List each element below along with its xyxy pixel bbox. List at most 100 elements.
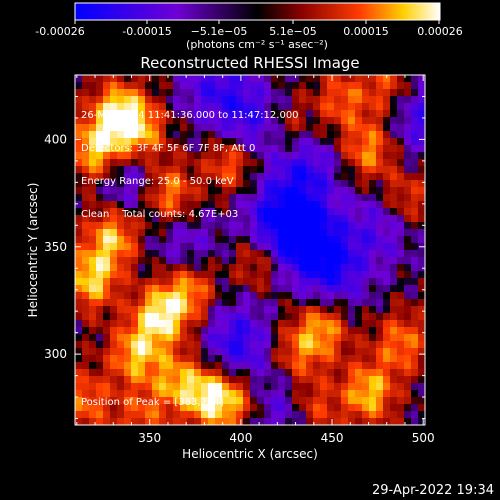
heatmap-cell xyxy=(306,341,314,349)
heatmap-cell xyxy=(383,166,391,174)
heatmap-cell xyxy=(341,327,349,335)
heatmap-cell xyxy=(215,152,223,160)
heatmap-cell xyxy=(208,180,216,188)
heatmap-cell xyxy=(152,117,160,125)
heatmap-cell xyxy=(243,166,251,174)
heatmap-cell xyxy=(236,250,244,258)
heatmap-cell xyxy=(292,320,300,328)
heatmap-cell xyxy=(397,250,405,258)
heatmap-cell xyxy=(180,236,188,244)
heatmap-cell xyxy=(362,187,370,195)
heatmap-cell xyxy=(208,159,216,167)
heatmap-cell xyxy=(334,278,342,286)
heatmap-cell xyxy=(166,383,174,391)
heatmap-cell xyxy=(299,376,307,384)
heatmap-cell xyxy=(341,250,349,258)
heatmap-cell xyxy=(404,320,412,328)
heatmap-cell xyxy=(285,341,293,349)
heatmap-cell xyxy=(124,299,132,307)
heatmap-cell xyxy=(397,180,405,188)
heatmap-cell xyxy=(152,320,160,328)
heatmap-cell xyxy=(215,355,223,363)
heatmap-cell xyxy=(145,180,153,188)
heatmap-cell xyxy=(383,187,391,195)
heatmap-cell xyxy=(215,236,223,244)
heatmap-cell xyxy=(89,75,97,83)
heatmap-cell xyxy=(285,173,293,181)
heatmap-cell xyxy=(208,397,216,405)
heatmap-cell xyxy=(313,320,321,328)
heatmap-cell xyxy=(152,110,160,118)
heatmap-cell xyxy=(145,201,153,209)
heatmap-cell xyxy=(229,390,237,398)
heatmap-cell xyxy=(306,236,314,244)
heatmap-cell xyxy=(299,285,307,293)
heatmap-cell xyxy=(236,257,244,265)
heatmap-cell xyxy=(418,313,426,321)
heatmap-cell xyxy=(89,215,97,223)
heatmap-cell xyxy=(173,110,181,118)
heatmap-cell xyxy=(271,285,279,293)
heatmap-cell xyxy=(299,334,307,342)
heatmap-cell xyxy=(110,362,118,370)
heatmap-cell xyxy=(222,89,230,97)
heatmap-cell xyxy=(194,138,202,146)
heatmap-cell xyxy=(89,292,97,300)
heatmap-cell xyxy=(124,362,132,370)
heatmap-cell xyxy=(292,103,300,111)
heatmap-cell xyxy=(320,278,328,286)
heatmap-cell xyxy=(285,257,293,265)
heatmap-cell xyxy=(320,313,328,321)
heatmap-cell xyxy=(369,383,377,391)
heatmap-cell xyxy=(369,173,377,181)
heatmap-cell xyxy=(124,222,132,230)
heatmap-cell xyxy=(327,131,335,139)
heatmap-cell xyxy=(257,341,265,349)
heatmap-cell xyxy=(187,103,195,111)
heatmap-cell xyxy=(124,257,132,265)
heatmap-cell xyxy=(117,117,125,125)
heatmap-cell xyxy=(75,411,83,419)
heatmap-cell xyxy=(222,152,230,160)
heatmap-cell xyxy=(166,362,174,370)
heatmap-cell xyxy=(285,201,293,209)
heatmap-cell xyxy=(117,208,125,216)
heatmap-cell xyxy=(397,222,405,230)
heatmap-cell xyxy=(103,159,111,167)
heatmap-cell xyxy=(271,103,279,111)
heatmap-cell xyxy=(285,166,293,174)
heatmap-cell xyxy=(383,229,391,237)
heatmap-cell xyxy=(285,236,293,244)
heatmap-cell xyxy=(327,320,335,328)
heatmap-cell xyxy=(145,131,153,139)
heatmap-cell xyxy=(180,89,188,97)
heatmap-cell xyxy=(369,264,377,272)
heatmap-cell xyxy=(138,236,146,244)
heatmap-cell xyxy=(243,411,251,419)
heatmap-cell xyxy=(187,418,195,426)
heatmap-cell xyxy=(166,271,174,279)
heatmap-cell xyxy=(411,124,419,132)
heatmap-cell xyxy=(131,110,139,118)
heatmap-cell xyxy=(82,313,90,321)
heatmap-cell xyxy=(264,166,272,174)
heatmap-cell xyxy=(257,250,265,258)
heatmap-cell xyxy=(264,208,272,216)
heatmap-cell xyxy=(208,271,216,279)
heatmap-cell xyxy=(306,278,314,286)
heatmap-cell xyxy=(292,145,300,153)
heatmap-cell xyxy=(369,166,377,174)
heatmap-cell xyxy=(320,215,328,223)
heatmap-cell xyxy=(173,355,181,363)
heatmap-cell xyxy=(103,313,111,321)
heatmap-cell xyxy=(250,383,258,391)
heatmap-cell xyxy=(299,110,307,118)
heatmap-cell xyxy=(82,117,90,125)
heatmap-cell xyxy=(313,103,321,111)
heatmap-cell xyxy=(145,264,153,272)
heatmap-cell xyxy=(103,222,111,230)
heatmap-cell xyxy=(208,236,216,244)
heatmap-cell xyxy=(208,75,216,83)
heatmap-cell xyxy=(250,397,258,405)
